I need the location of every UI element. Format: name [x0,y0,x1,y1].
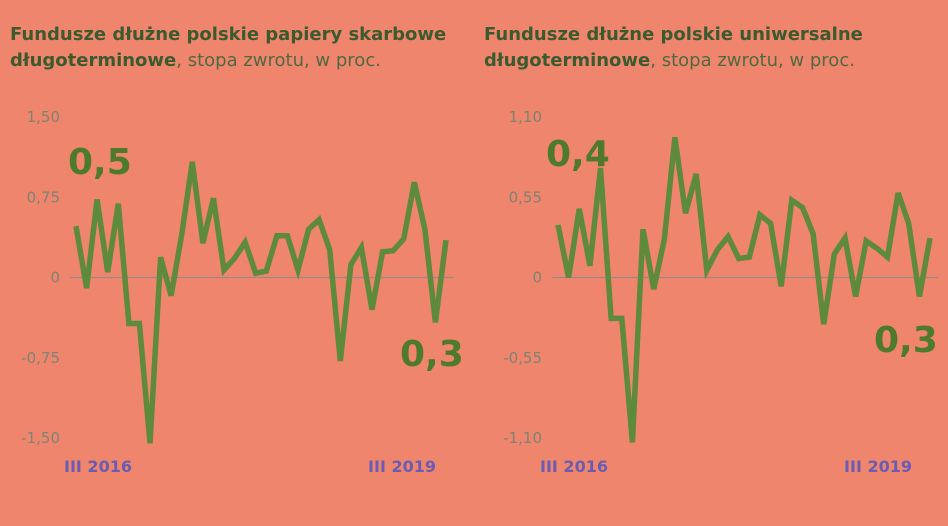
y-tick-label: 1,10 [509,108,542,126]
chart-title-rest: , stopa zwrotu, w proc. [650,50,855,71]
y-tick-label: -1,50 [21,429,60,447]
chart-title-bold: Fundusze dłużne polskie papiery skarbowe… [10,24,447,71]
chart-panel-right: Fundusze dłużne polskie uniwersalne dług… [474,0,948,526]
value-annotation: 0,3 [874,320,938,361]
line-chart-right: 1,10 0,55 0 -0,55 -1,10 III 2016 III 2019 0,4 0,… [503,108,938,476]
x-tick-label: III 2019 [368,457,436,476]
value-annotation: 0,5 [68,142,132,183]
y-tick-label: -0,55 [503,349,542,367]
y-tick-label: -1,10 [503,429,542,447]
y-tick-label: 0 [532,269,542,287]
y-tick-label: 0,75 [27,188,60,206]
series-line [73,161,449,444]
chart-title-right: Fundusze dłużne polskie uniwersalne dług… [484,22,938,74]
chart-title-bold: Fundusze dłużne polskie uniwersalne dług… [484,24,863,71]
x-tick-label: III 2016 [64,457,132,476]
series-line [555,137,933,443]
chart-title-rest: , stopa zwrotu, w proc. [176,50,381,71]
y-tick-label: 1,50 [27,108,60,126]
x-tick-label: III 2016 [540,457,608,476]
chart-panel-left: Fundusze dłużne polskie papiery skarbowe… [10,22,464,476]
value-annotation: 0,4 [546,134,610,175]
y-tick-label: 0,55 [509,188,542,206]
chart-title-left: Fundusze dłużne polskie papiery skarbowe… [10,22,464,74]
value-annotation: 0,3 [400,334,464,375]
x-tick-label: III 2019 [844,457,912,476]
y-tick-label: 0 [50,269,60,287]
y-tick-label: -0,75 [21,349,60,367]
